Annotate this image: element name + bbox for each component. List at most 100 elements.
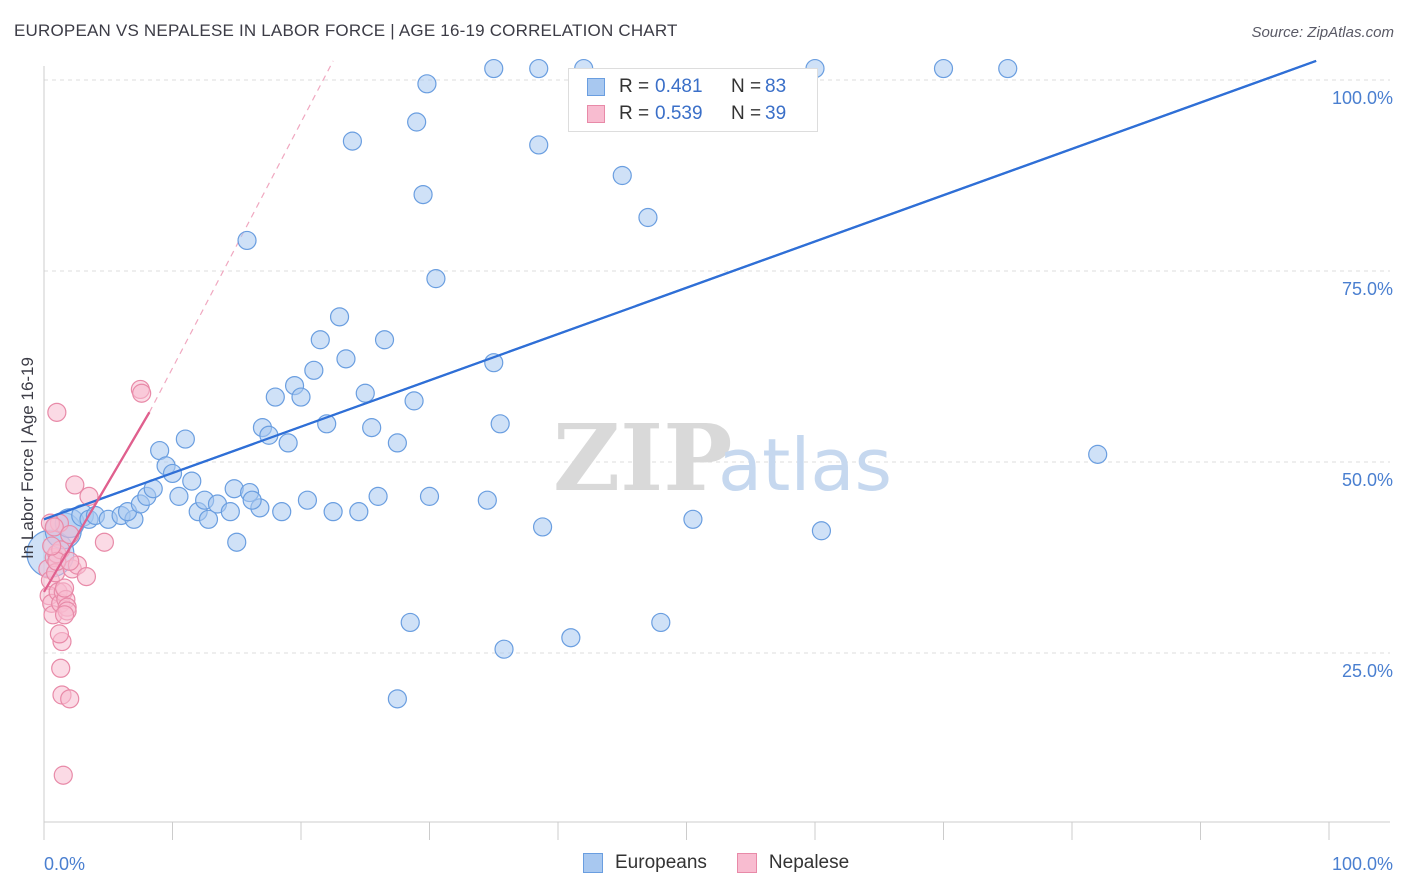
data-point-europeans — [387, 689, 407, 709]
y-tick-label: 25.0% — [1342, 661, 1393, 681]
trend-line-overlay-nepalese — [43, 411, 151, 593]
data-point-europeans — [310, 330, 330, 350]
watermark-atlas: atlas — [718, 423, 892, 507]
data-point-europeans — [529, 58, 549, 79]
data-point-europeans — [291, 387, 311, 407]
legend-n-label: N = — [731, 103, 762, 124]
data-point-europeans — [404, 391, 424, 411]
data-point-europeans — [417, 74, 437, 94]
data-point-nepalese — [42, 536, 62, 556]
data-point-nepalese — [60, 689, 80, 709]
legend-n-value: 39 — [765, 103, 787, 124]
points-layer — [26, 58, 1317, 785]
data-point-europeans — [329, 307, 350, 327]
data-point-europeans — [387, 433, 407, 453]
data-point-europeans — [198, 509, 219, 529]
data-point-europeans — [227, 532, 247, 552]
data-point-europeans — [278, 433, 298, 453]
data-point-europeans — [477, 490, 497, 510]
data-point-europeans — [419, 486, 440, 506]
grid-layer — [44, 79, 1390, 654]
data-point-nepalese — [51, 658, 71, 678]
data-point-nepalese — [47, 402, 67, 422]
data-point-nepalese — [53, 765, 73, 785]
y-tick-label: 75.0% — [1342, 279, 1393, 299]
series-label-nepalese: Nepalese — [768, 852, 850, 873]
data-point-europeans — [407, 112, 427, 132]
chart-source: Source: ZipAtlas.com — [1251, 24, 1394, 41]
data-point-europeans — [413, 185, 433, 205]
data-point-nepalese — [60, 551, 80, 571]
series-legend-nepalese[interactable]: Nepalese — [736, 852, 850, 874]
x-tick-label: 100.0% — [1332, 854, 1393, 874]
data-point-nepalese — [54, 578, 75, 598]
data-point-europeans — [612, 165, 632, 186]
data-point-europeans — [169, 486, 189, 506]
data-point-europeans — [561, 628, 581, 648]
data-point-europeans — [304, 360, 324, 380]
data-point-europeans — [323, 502, 343, 522]
data-point-europeans — [297, 490, 318, 510]
data-point-nepalese — [132, 383, 152, 403]
data-point-europeans — [400, 612, 420, 633]
y-tick-label: 50.0% — [1342, 470, 1393, 490]
data-point-europeans — [342, 131, 362, 151]
data-point-europeans — [529, 135, 549, 155]
data-point-europeans — [998, 58, 1018, 79]
data-point-europeans — [242, 490, 262, 510]
y-tick-label: 100.0% — [1332, 88, 1393, 108]
legend-swatch-nepalese — [587, 105, 605, 123]
data-point-europeans — [175, 429, 195, 449]
data-point-nepalese — [94, 532, 114, 552]
data-point-europeans — [811, 521, 832, 541]
data-point-europeans — [237, 230, 257, 251]
data-point-nepalese — [44, 517, 64, 537]
data-point-europeans — [220, 502, 240, 522]
data-point-nepalese — [65, 475, 85, 495]
data-point-nepalese — [60, 524, 80, 545]
data-point-europeans — [494, 639, 514, 659]
legend-r-label: R = — [619, 103, 650, 124]
data-point-europeans — [1088, 444, 1108, 464]
series-legend: Europeans Nepalese — [583, 852, 879, 874]
data-point-europeans — [933, 58, 954, 79]
legend-swatch-europeans — [587, 78, 605, 96]
watermark: ZIP atlas — [553, 404, 892, 512]
data-point-europeans — [368, 486, 388, 506]
trend-line-overlay-europeans — [43, 59, 1317, 521]
data-point-europeans — [355, 383, 375, 403]
data-point-europeans — [265, 387, 285, 407]
legend-row-nepalese: R = 0.539 N = 39 — [587, 102, 786, 126]
data-point-europeans — [349, 502, 369, 522]
legend-row-europeans: R = 0.481 N = 83 — [587, 75, 786, 99]
data-point-europeans — [182, 471, 202, 491]
series-legend-europeans[interactable]: Europeans — [583, 852, 707, 874]
data-point-europeans — [426, 269, 446, 289]
data-point-europeans — [272, 502, 292, 522]
series-label-europeans: Europeans — [615, 852, 707, 873]
data-point-nepalese — [76, 566, 97, 587]
correlation-legend: R = 0.481 N = 83 R = 0.539 N = 39 — [568, 68, 818, 132]
y-axis-label: In Labor Force | Age 16-19 — [18, 357, 37, 559]
data-point-europeans — [651, 612, 671, 633]
data-point-nepalese — [54, 605, 75, 625]
data-point-europeans — [683, 509, 703, 529]
legend-n-label: N = — [731, 76, 762, 97]
legend-r-label: R = — [619, 76, 650, 97]
data-point-europeans — [362, 418, 382, 438]
axis-layer: 25.0% 50.0% 75.0% 100.0% 0.0% 100.0% — [43, 66, 1393, 874]
legend-n-value: 83 — [765, 76, 787, 97]
x-tick-label: 0.0% — [44, 854, 85, 874]
data-point-europeans — [484, 58, 504, 79]
data-point-europeans — [490, 414, 510, 434]
watermark-zip: ZIP — [553, 404, 732, 512]
data-point-europeans — [532, 517, 553, 537]
data-point-europeans — [336, 349, 356, 369]
series-swatch-nepalese — [736, 853, 757, 873]
data-point-europeans — [374, 330, 395, 350]
data-point-nepalese — [49, 624, 70, 644]
series-swatch-europeans — [583, 853, 603, 873]
legend-r-value: 0.481 — [655, 76, 703, 97]
data-point-europeans — [638, 207, 658, 228]
